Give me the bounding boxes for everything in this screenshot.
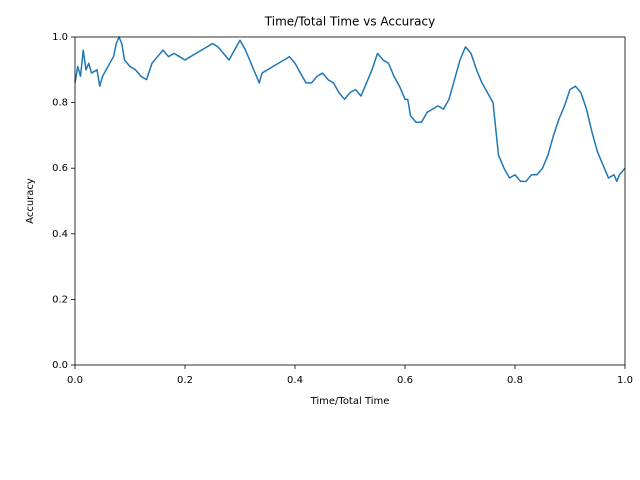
x-tick-label: 0.2 [177, 375, 193, 386]
y-tick-label: 1.0 [52, 32, 68, 43]
x-tick-label: 0.6 [397, 375, 413, 386]
y-axis-label: Accuracy [25, 178, 36, 224]
plot-frame [74, 36, 626, 366]
x-tick-label: 0.8 [507, 375, 523, 386]
x-tick-label: 1.0 [617, 375, 633, 386]
y-tick-label: 0.2 [52, 294, 68, 305]
x-tick-label: 0.0 [67, 375, 83, 386]
x-tick-label: 0.4 [287, 375, 303, 386]
x-axis-label: Time/Total Time [310, 396, 390, 407]
data-line [74, 36, 626, 183]
chart-title: Time/Total Time vs Accuracy [264, 15, 435, 29]
y-tick-label: 0.0 [52, 360, 68, 371]
y-tick-label: 0.4 [52, 229, 68, 240]
y-tick-label: 0.6 [52, 163, 68, 174]
y-tick-label: 0.8 [52, 98, 68, 109]
